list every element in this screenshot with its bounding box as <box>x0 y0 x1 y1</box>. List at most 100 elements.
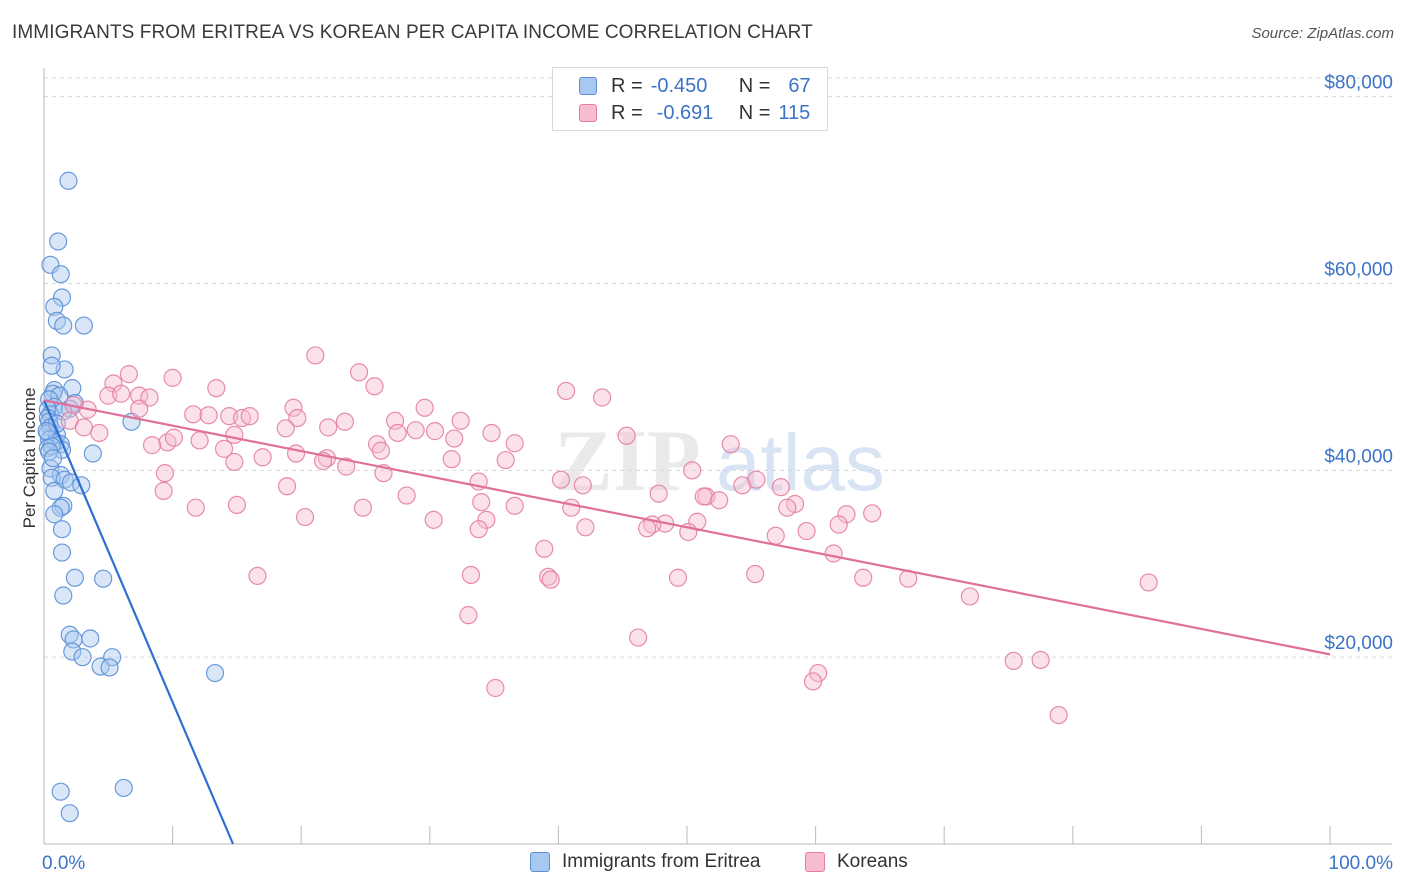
korean-point <box>319 418 338 437</box>
bottom-legend-swatch-korean <box>805 852 825 872</box>
korean-point <box>276 419 295 438</box>
korean-point <box>778 498 797 517</box>
x-tick-label-end: 100.0% <box>1329 853 1394 874</box>
legend-n-value: 115 <box>778 101 811 124</box>
korean-point <box>425 422 445 441</box>
korean-point <box>335 412 355 431</box>
korean-point <box>397 486 416 505</box>
korean-point <box>277 477 297 496</box>
korean-point <box>253 448 272 467</box>
korean-point <box>461 565 481 585</box>
eritrea-point <box>45 505 64 524</box>
korean-point <box>829 515 848 534</box>
korean-point <box>164 428 183 447</box>
legend-r-label: R = <box>611 101 643 124</box>
korean-point <box>496 450 515 470</box>
korean-point <box>225 425 244 444</box>
korean-point <box>694 487 713 506</box>
eritrea-point <box>45 481 64 500</box>
watermark-atlas: atlas <box>716 418 885 507</box>
korean-point <box>306 346 325 365</box>
bottom-legend-label-eritrea: Immigrants from Eritrea <box>562 851 761 872</box>
korean-point <box>349 363 369 382</box>
korean-point <box>576 518 595 537</box>
legend-n-label: N = <box>738 74 771 97</box>
eritrea-point <box>54 586 73 605</box>
korean-point <box>535 539 554 558</box>
eritrea-point <box>51 265 70 284</box>
korean-point <box>184 405 203 424</box>
bottom-legend-eritrea: Immigrants from Eritrea <box>530 851 760 873</box>
korean-point <box>286 444 306 463</box>
korean-point <box>854 568 873 587</box>
korean-point <box>649 484 668 503</box>
korean-point <box>638 519 657 538</box>
korean-point <box>214 439 234 458</box>
korean-point <box>505 434 524 453</box>
bottom-legend-korean: Koreans <box>805 851 908 873</box>
legend-r-label: R = <box>611 74 643 97</box>
korean-point <box>505 496 524 515</box>
korean-point <box>824 544 843 563</box>
eritrea-point <box>83 444 102 463</box>
korean-point <box>451 411 470 430</box>
korean-point <box>295 507 315 527</box>
eritrea-point <box>73 648 92 667</box>
korean-point <box>562 498 581 517</box>
korean-point <box>112 384 131 403</box>
eritrea-point <box>114 778 133 798</box>
korean-point <box>746 564 765 584</box>
legend-n-value: 67 <box>788 74 811 97</box>
legend-swatch-eritrea <box>579 77 597 95</box>
korean-point <box>90 423 109 443</box>
korean-point <box>803 672 823 691</box>
korean-point <box>469 520 488 539</box>
eritrea-point <box>81 629 100 648</box>
legend-row-korean: R = -0.691 N = 115 <box>553 100 810 126</box>
legend-r-value: -0.450 <box>650 74 708 97</box>
korean-point <box>477 510 496 529</box>
korean-point <box>629 628 648 647</box>
korean-point <box>721 435 740 454</box>
chart-title: IMMIGRANTS FROM ERITREA VS KOREAN PER CA… <box>12 22 813 43</box>
y-tick-label: $40,000 <box>1324 446 1393 467</box>
eritrea-point <box>74 316 93 335</box>
legend-swatch-korean <box>579 104 597 122</box>
eritrea-point <box>41 255 60 274</box>
korean-point <box>248 566 267 586</box>
korean-point <box>199 406 218 425</box>
eritrea-point <box>51 782 70 801</box>
trend-line-eritrea <box>42 399 235 845</box>
korean-point <box>406 421 425 440</box>
eritrea-point <box>52 288 72 307</box>
korean-point <box>486 678 505 698</box>
korean-point <box>225 452 244 472</box>
y-tick-label: $60,000 <box>1324 260 1393 281</box>
korean-point <box>445 429 464 448</box>
korean-point <box>388 423 407 443</box>
eritrea-point <box>65 568 84 587</box>
korean-point <box>472 493 491 512</box>
korean-point <box>424 510 443 529</box>
y-tick-label: $80,000 <box>1324 73 1393 94</box>
korean-point <box>240 407 259 426</box>
korean-point <box>482 423 501 443</box>
eritrea-point <box>63 642 82 661</box>
eritrea-point <box>42 356 61 375</box>
korean-point <box>1031 650 1050 670</box>
eritrea-point <box>43 449 63 468</box>
korean-point <box>1139 573 1158 592</box>
eritrea-point <box>49 232 68 251</box>
korean-point <box>1049 705 1068 725</box>
legend-row-eritrea: R = -0.450 N = 67 <box>553 73 811 99</box>
eritrea-point <box>100 658 119 677</box>
x-tick-label-start: 0.0% <box>42 853 85 874</box>
korean-point <box>539 567 558 586</box>
y-axis-title: Per Capita Income <box>20 388 39 529</box>
trend-line-korean <box>43 399 1331 656</box>
korean-point <box>186 498 205 517</box>
grid-lines <box>44 77 1392 658</box>
korean-point <box>593 388 612 407</box>
korean-point <box>284 398 303 417</box>
